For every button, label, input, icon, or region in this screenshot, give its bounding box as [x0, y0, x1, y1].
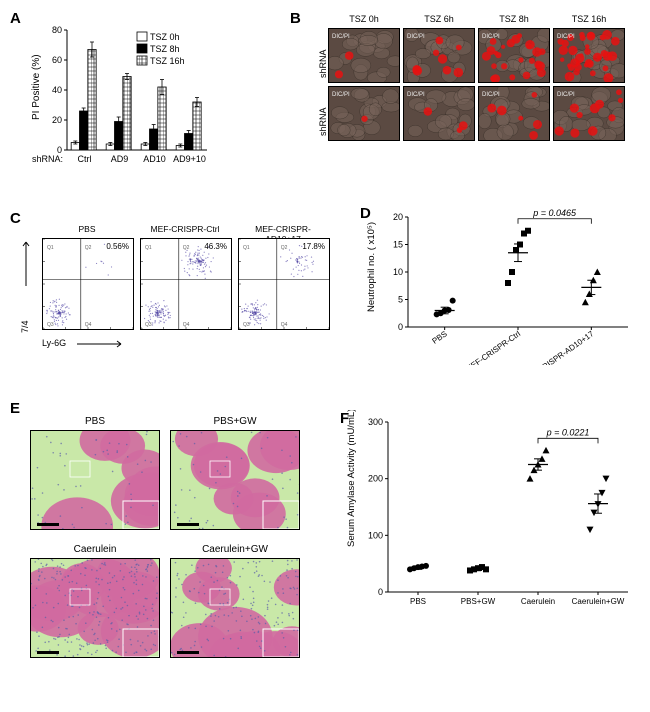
svg-text:Q1: Q1 — [47, 245, 54, 251]
svg-text:TSZ 16h: TSZ 16h — [150, 56, 185, 66]
panel-b-micrograph: DIC/PI — [328, 28, 400, 83]
panel-e-label: Caerulein — [30, 544, 160, 555]
svg-text:MEF-CRISPR-AD10+17: MEF-CRISPR-AD10+17 — [520, 329, 596, 365]
panel-b-col-label: TSZ 8h — [478, 14, 550, 24]
panel-b-micrograph: DIC/PI — [403, 86, 475, 141]
svg-text:15: 15 — [393, 240, 403, 250]
panel-b-col-label: TSZ 16h — [553, 14, 625, 24]
svg-text:DIC/PI: DIC/PI — [332, 92, 350, 98]
svg-text:Q3: Q3 — [47, 322, 54, 328]
panel-e-label: PBS+GW — [170, 416, 300, 427]
panel-label-c: C — [10, 210, 21, 227]
svg-text:Caerulein: Caerulein — [521, 597, 555, 606]
svg-text:0: 0 — [378, 587, 383, 597]
panel-b-col-label: TSZ 6h — [403, 14, 475, 24]
svg-text:Q3: Q3 — [145, 322, 152, 328]
panel-e-histology — [30, 430, 160, 530]
panel-f-chart: 0 100 200 300 Serum Amylase Activity (mU/mL)… — [340, 410, 640, 630]
panel-e-histology — [170, 558, 300, 658]
panel-b-col-label: TSZ 0h — [328, 14, 400, 24]
panel-b-micrograph: DIC/PI — [478, 28, 550, 83]
panel-b-micrograph: DIC/PI — [478, 86, 550, 141]
svg-text:DIC/PI: DIC/PI — [557, 92, 575, 98]
svg-text:p = 0.0465: p = 0.0465 — [532, 208, 577, 218]
svg-text:300: 300 — [368, 417, 383, 427]
svg-text:shRNA:: shRNA: — [32, 154, 63, 164]
svg-text:60: 60 — [52, 55, 62, 65]
svg-text:Q2: Q2 — [281, 245, 288, 251]
svg-text:Caerulein+GW: Caerulein+GW — [572, 597, 625, 606]
svg-text:Ctrl: Ctrl — [78, 154, 92, 164]
panel-b-micrograph: DIC/PI — [403, 28, 475, 83]
svg-text:AD9: AD9 — [111, 154, 129, 164]
svg-text:Q3: Q3 — [243, 322, 250, 328]
svg-text:PBS: PBS — [410, 597, 426, 606]
panel-e-histology — [170, 430, 300, 530]
panel-c-ylabel: 7/4 — [20, 320, 30, 333]
svg-text:0.56%: 0.56% — [106, 242, 129, 251]
panel-d-chart: 0 5 10 15 20 Neutrophil no. ( x10⁵) PBS MEF-CRI… — [360, 205, 640, 365]
svg-text:TSZ 0h: TSZ 0h — [150, 32, 180, 42]
svg-text:p = 0.0221: p = 0.0221 — [546, 427, 590, 437]
panel-b-micrograph: DIC/PI — [328, 86, 400, 141]
svg-text:20: 20 — [52, 115, 62, 125]
svg-text:40: 40 — [52, 85, 62, 95]
svg-text:0: 0 — [398, 322, 403, 332]
svg-text:Serum Amylase Activity (mU/mL): Serum Amylase Activity (mU/mL) — [346, 410, 357, 547]
svg-text:5: 5 — [398, 295, 403, 305]
panel-c-plot: 0.56%Q1Q2Q3Q4 — [42, 238, 134, 330]
svg-text:DIC/PI: DIC/PI — [482, 34, 500, 40]
svg-text:AD10: AD10 — [143, 154, 166, 164]
svg-text:DIC/PI: DIC/PI — [482, 92, 500, 98]
panel-c-plot-title: PBS — [42, 224, 132, 234]
panel-b-micrograph: DIC/PI — [553, 28, 625, 83]
panel-label-b: B — [290, 10, 301, 27]
panel-e-histology — [30, 558, 160, 658]
panel-c-plot: 17.8%Q1Q2Q3Q4 — [238, 238, 330, 330]
svg-text:Q1: Q1 — [145, 245, 152, 251]
svg-text:PI Positive (%): PI Positive (%) — [31, 54, 42, 120]
svg-text:Q1: Q1 — [243, 245, 250, 251]
svg-text:TSZ 8h: TSZ 8h — [150, 44, 180, 54]
panel-c-plot-title: MEF-CRISPR-Ctrl — [140, 224, 230, 234]
panel-c-xlabel: Ly-6G — [42, 338, 66, 348]
panel-c-plot: 46.3%Q1Q2Q3Q4 — [140, 238, 232, 330]
svg-text:DIC/PI: DIC/PI — [557, 34, 575, 40]
svg-text:DIC/PI: DIC/PI — [407, 92, 425, 98]
svg-text:PBS+GW: PBS+GW — [461, 597, 496, 606]
panel-label-e: E — [10, 400, 20, 417]
svg-text:46.3%: 46.3% — [204, 242, 227, 251]
panel-label-a: A — [10, 10, 21, 27]
panel-a-chart: 020406080PI Positive (%)CtrlAD9AD10AD9+1… — [25, 15, 285, 185]
svg-text:80: 80 — [52, 25, 62, 35]
svg-text:DIC/PI: DIC/PI — [407, 34, 425, 40]
svg-text:200: 200 — [368, 474, 383, 484]
svg-text:10: 10 — [393, 267, 403, 277]
svg-text:17.8%: 17.8% — [302, 242, 325, 251]
svg-text:AD9+10: AD9+10 — [173, 154, 206, 164]
svg-text:PBS: PBS — [431, 329, 449, 346]
panel-e-label: Caerulein+GW — [170, 544, 300, 555]
svg-text:MEF-CRISPR-Ctrl: MEF-CRISPR-Ctrl — [464, 329, 522, 365]
svg-text:DIC/PI: DIC/PI — [332, 34, 350, 40]
svg-text:100: 100 — [368, 530, 383, 540]
panel-e-label: PBS — [30, 416, 160, 427]
svg-text:20: 20 — [393, 212, 403, 222]
panel-b-micrograph: DIC/PI — [553, 86, 625, 141]
svg-text:Q2: Q2 — [85, 245, 92, 251]
svg-text:Q2: Q2 — [183, 245, 190, 251]
svg-text:Neutrophil no. ( x10⁵): Neutrophil no. ( x10⁵) — [366, 222, 377, 312]
